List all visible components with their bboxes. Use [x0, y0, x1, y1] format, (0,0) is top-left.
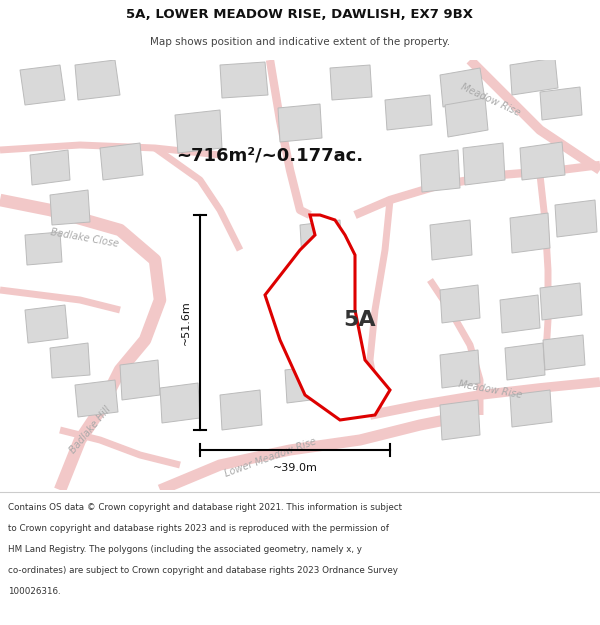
Polygon shape	[330, 65, 372, 100]
Polygon shape	[500, 295, 540, 333]
Polygon shape	[420, 150, 460, 192]
Polygon shape	[220, 390, 262, 430]
Text: Map shows position and indicative extent of the property.: Map shows position and indicative extent…	[150, 37, 450, 47]
Polygon shape	[510, 213, 550, 253]
Polygon shape	[75, 60, 120, 100]
Text: ~51.6m: ~51.6m	[181, 300, 191, 345]
Polygon shape	[25, 232, 62, 265]
Polygon shape	[300, 220, 342, 260]
Polygon shape	[160, 383, 200, 423]
Polygon shape	[285, 365, 327, 403]
Polygon shape	[120, 360, 160, 400]
Text: 5A, LOWER MEADOW RISE, DAWLISH, EX7 9BX: 5A, LOWER MEADOW RISE, DAWLISH, EX7 9BX	[127, 9, 473, 21]
Polygon shape	[510, 390, 552, 427]
Polygon shape	[520, 142, 565, 180]
Text: ~39.0m: ~39.0m	[272, 463, 317, 473]
Polygon shape	[220, 62, 268, 98]
Text: Badlake Hill: Badlake Hill	[67, 404, 113, 456]
Polygon shape	[510, 58, 558, 95]
Polygon shape	[440, 400, 480, 440]
Polygon shape	[555, 200, 597, 237]
Polygon shape	[30, 150, 70, 185]
Polygon shape	[463, 143, 505, 185]
Text: Meadow Rise: Meadow Rise	[459, 82, 521, 118]
Polygon shape	[385, 95, 432, 130]
Text: HM Land Registry. The polygons (including the associated geometry, namely x, y: HM Land Registry. The polygons (includin…	[8, 545, 362, 554]
Polygon shape	[75, 380, 118, 417]
Text: to Crown copyright and database rights 2023 and is reproduced with the permissio: to Crown copyright and database rights 2…	[8, 524, 389, 533]
Polygon shape	[505, 343, 545, 380]
Polygon shape	[265, 215, 390, 420]
Text: Badlake Close: Badlake Close	[50, 227, 120, 249]
Text: 100026316.: 100026316.	[8, 587, 61, 596]
Polygon shape	[20, 65, 65, 105]
Polygon shape	[50, 343, 90, 378]
Polygon shape	[430, 220, 472, 260]
Polygon shape	[278, 104, 322, 142]
Text: Meadow Rise: Meadow Rise	[457, 379, 523, 401]
Text: ~716m²/~0.177ac.: ~716m²/~0.177ac.	[176, 146, 364, 164]
Text: co-ordinates) are subject to Crown copyright and database rights 2023 Ordnance S: co-ordinates) are subject to Crown copyr…	[8, 566, 398, 575]
Polygon shape	[540, 283, 582, 320]
Polygon shape	[540, 87, 582, 120]
Text: Lower Meadow Rise: Lower Meadow Rise	[223, 437, 317, 479]
Polygon shape	[440, 285, 480, 323]
Polygon shape	[25, 305, 68, 343]
Polygon shape	[445, 98, 488, 137]
Polygon shape	[543, 335, 585, 370]
Polygon shape	[440, 350, 480, 388]
Polygon shape	[175, 110, 222, 153]
Text: 5A: 5A	[344, 310, 376, 330]
Polygon shape	[440, 68, 485, 107]
Text: Contains OS data © Crown copyright and database right 2021. This information is : Contains OS data © Crown copyright and d…	[8, 503, 402, 512]
Polygon shape	[100, 143, 143, 180]
Polygon shape	[50, 190, 90, 225]
